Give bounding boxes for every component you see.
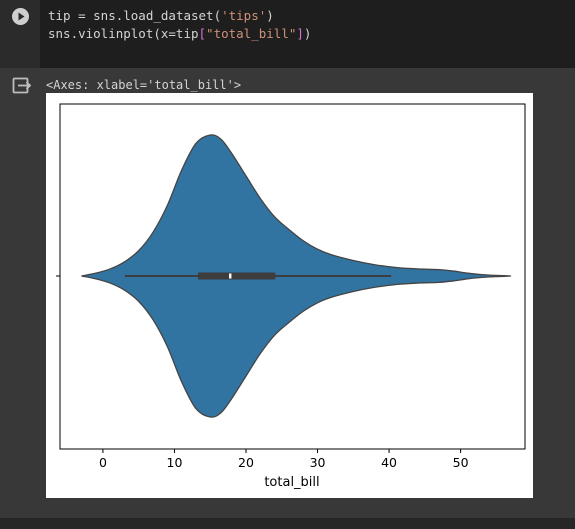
x-tick-label: 50 (453, 455, 469, 470)
run-cell-button[interactable] (12, 8, 29, 25)
code-close-paren: ) (266, 8, 274, 23)
x-axis-ticks: 0 10 20 30 40 50 (99, 449, 469, 470)
output-icon[interactable] (12, 77, 32, 95)
x-tick-label: 0 (99, 455, 107, 470)
x-tick-label: 20 (238, 455, 254, 470)
code-string: "total_bill" (206, 26, 297, 41)
x-tick-label: 30 (310, 455, 326, 470)
play-icon (18, 12, 25, 21)
code-assign: = (70, 8, 94, 23)
box-median (229, 273, 232, 279)
code-close-bracket: ] (296, 26, 304, 41)
code-cell[interactable]: tip = sns.load_dataset('tips') sns.violi… (0, 0, 575, 68)
code-call: sns.load_dataset( (93, 8, 222, 23)
x-tick-label: 10 (167, 455, 183, 470)
plot-figure: 0 10 20 30 40 50 total_bill (46, 93, 533, 498)
code-close-paren: ) (303, 26, 312, 41)
code-editor[interactable]: tip = sns.load_dataset('tips') sns.violi… (40, 0, 575, 68)
code-open-bracket: [ (198, 26, 207, 41)
box-iqr (198, 272, 276, 280)
code-string: 'tips' (221, 8, 267, 23)
code-call: sns.violinplot(x=tip (48, 26, 199, 41)
code-var: tip (48, 8, 71, 23)
x-axis-label: total_bill (264, 475, 319, 490)
code-line-2: sns.violinplot(x=tip["total_bill"]) (48, 25, 311, 42)
x-tick-label: 40 (381, 455, 397, 470)
next-cell-edge (0, 518, 575, 529)
violin-chart: 0 10 20 30 40 50 total_bill (56, 103, 526, 490)
code-line-1: tip = sns.load_dataset('tips') (48, 7, 274, 24)
cell-output: <Axes: xlabel='total_bill'> 0 10 20 30 40 50 … (0, 68, 575, 518)
output-repr-text: <Axes: xlabel='total_bill'> (46, 78, 242, 92)
